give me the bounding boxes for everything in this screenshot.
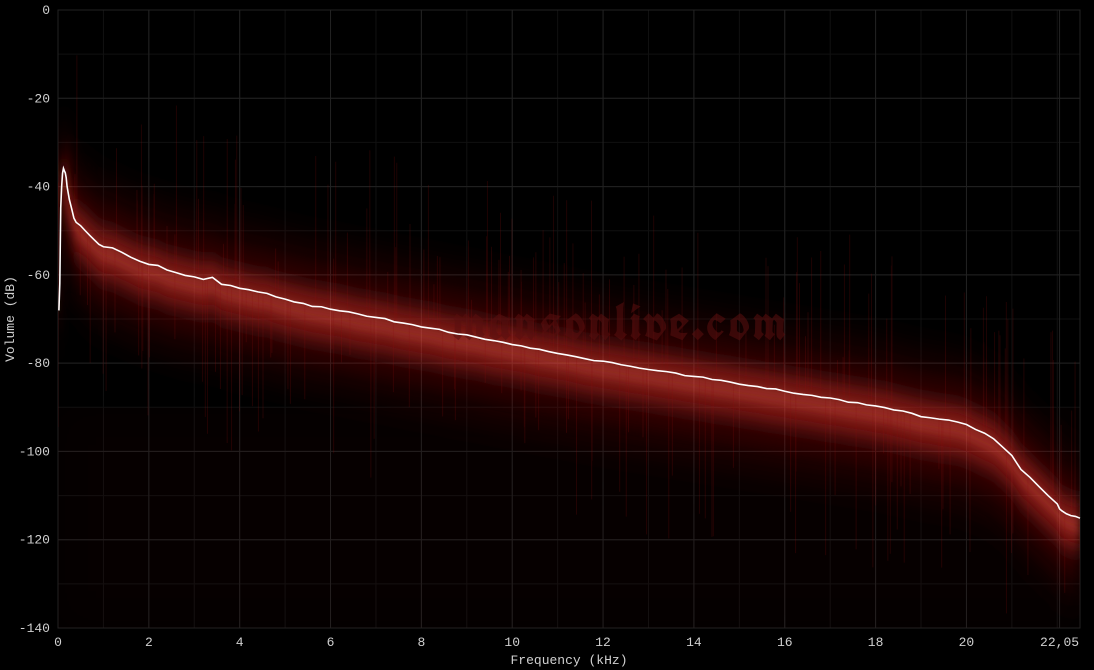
- y-tick-label: 0: [42, 3, 50, 18]
- y-tick-label: -60: [27, 268, 50, 283]
- x-tick-label: 10: [504, 635, 520, 650]
- y-tick-label: -120: [19, 533, 50, 548]
- x-tick-label: 14: [686, 635, 702, 650]
- x-tick-label: 4: [236, 635, 244, 650]
- spectrum-chart: mansonlive.com 0 2 4 6 8 10 12 14 16 18 20 22,05 0 -20…: [0, 0, 1094, 670]
- x-tick-label: 0: [54, 635, 62, 650]
- x-tick-label: 18: [868, 635, 884, 650]
- x-tick-label: 20: [959, 635, 975, 650]
- y-axis-title: Volume (dB): [3, 276, 18, 362]
- x-tick-label: 16: [777, 635, 793, 650]
- y-tick-label: -40: [27, 180, 50, 195]
- x-tick-label: 6: [327, 635, 335, 650]
- x-tick-label: 8: [417, 635, 425, 650]
- y-tick-label: -20: [27, 91, 50, 106]
- x-axis-title: Frequency (kHz): [510, 653, 627, 668]
- watermark-text: mansonlive.com: [452, 288, 789, 356]
- chart-svg: mansonlive.com 0 2 4 6 8 10 12 14 16 18 20 22,05 0 -20…: [0, 0, 1094, 670]
- y-tick-label: -140: [19, 621, 50, 636]
- y-tick-label: -100: [19, 444, 50, 459]
- x-tick-label: 12: [595, 635, 611, 650]
- x-tick-label: 2: [145, 635, 153, 650]
- y-tick-label: -80: [27, 356, 50, 371]
- x-tick-label: 22,05: [1040, 635, 1079, 650]
